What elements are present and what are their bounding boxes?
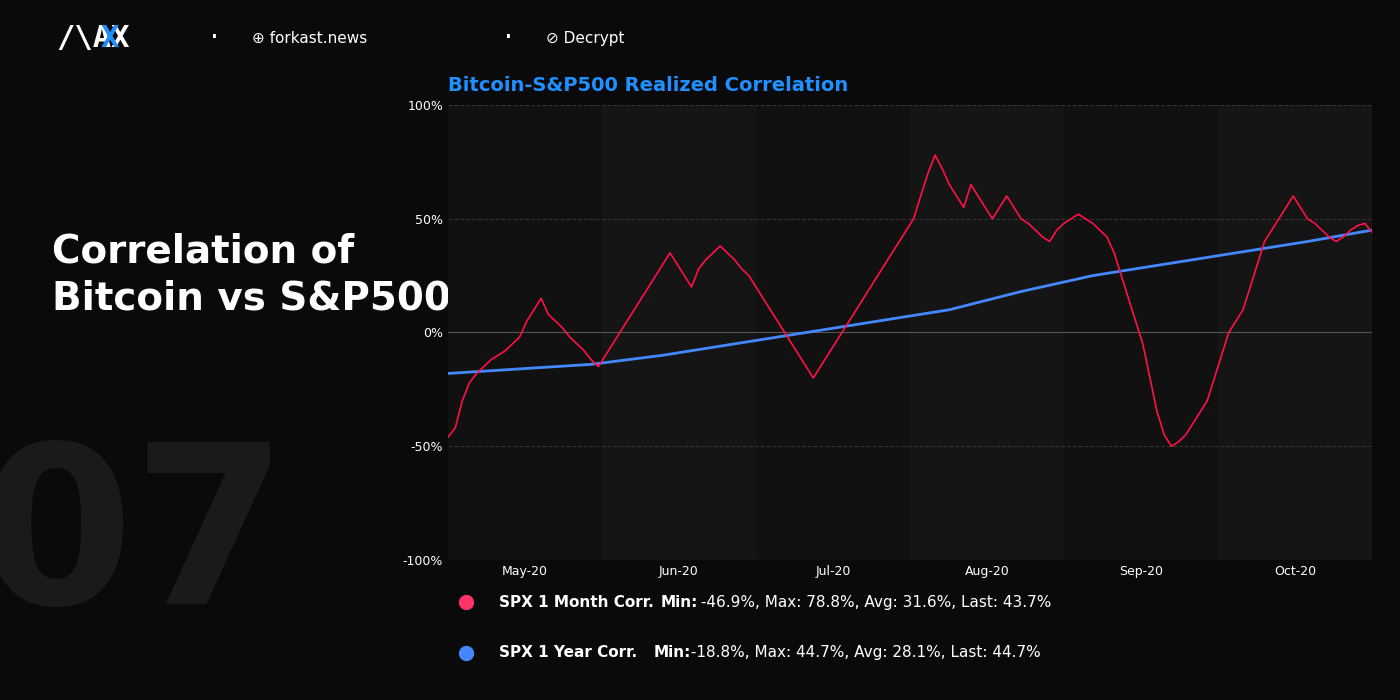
Text: Bitcoin-S&P500 Realized Correlation: Bitcoin-S&P500 Realized Correlation <box>448 76 848 95</box>
Bar <box>910 105 1064 560</box>
Text: ·: · <box>210 25 218 52</box>
Text: 07: 07 <box>0 436 287 650</box>
Text: SPX 1 Year Corr.: SPX 1 Year Corr. <box>498 645 643 660</box>
Text: SPX 1 Month Corr.: SPX 1 Month Corr. <box>498 595 659 610</box>
Text: ·: · <box>504 25 512 52</box>
Bar <box>602 105 756 560</box>
Text: Correlation of
Bitcoin vs S&P500: Correlation of Bitcoin vs S&P500 <box>52 232 451 318</box>
Text: ⊘ Decrypt: ⊘ Decrypt <box>546 31 624 46</box>
Text: Min:: Min: <box>654 645 690 660</box>
Text: -46.9%, Max: 78.8%, Avg: 31.6%, Last: 43.7%: -46.9%, Max: 78.8%, Avg: 31.6%, Last: 43… <box>696 595 1051 610</box>
Text: -18.8%, Max: 44.7%, Avg: 28.1%, Last: 44.7%: -18.8%, Max: 44.7%, Avg: 28.1%, Last: 44… <box>686 645 1042 660</box>
Bar <box>1218 105 1372 560</box>
Text: X: X <box>101 24 119 53</box>
Text: Min:: Min: <box>661 595 697 610</box>
Text: ⊕ forkast.news: ⊕ forkast.news <box>252 31 367 46</box>
Text: /\AX: /\AX <box>56 24 129 53</box>
